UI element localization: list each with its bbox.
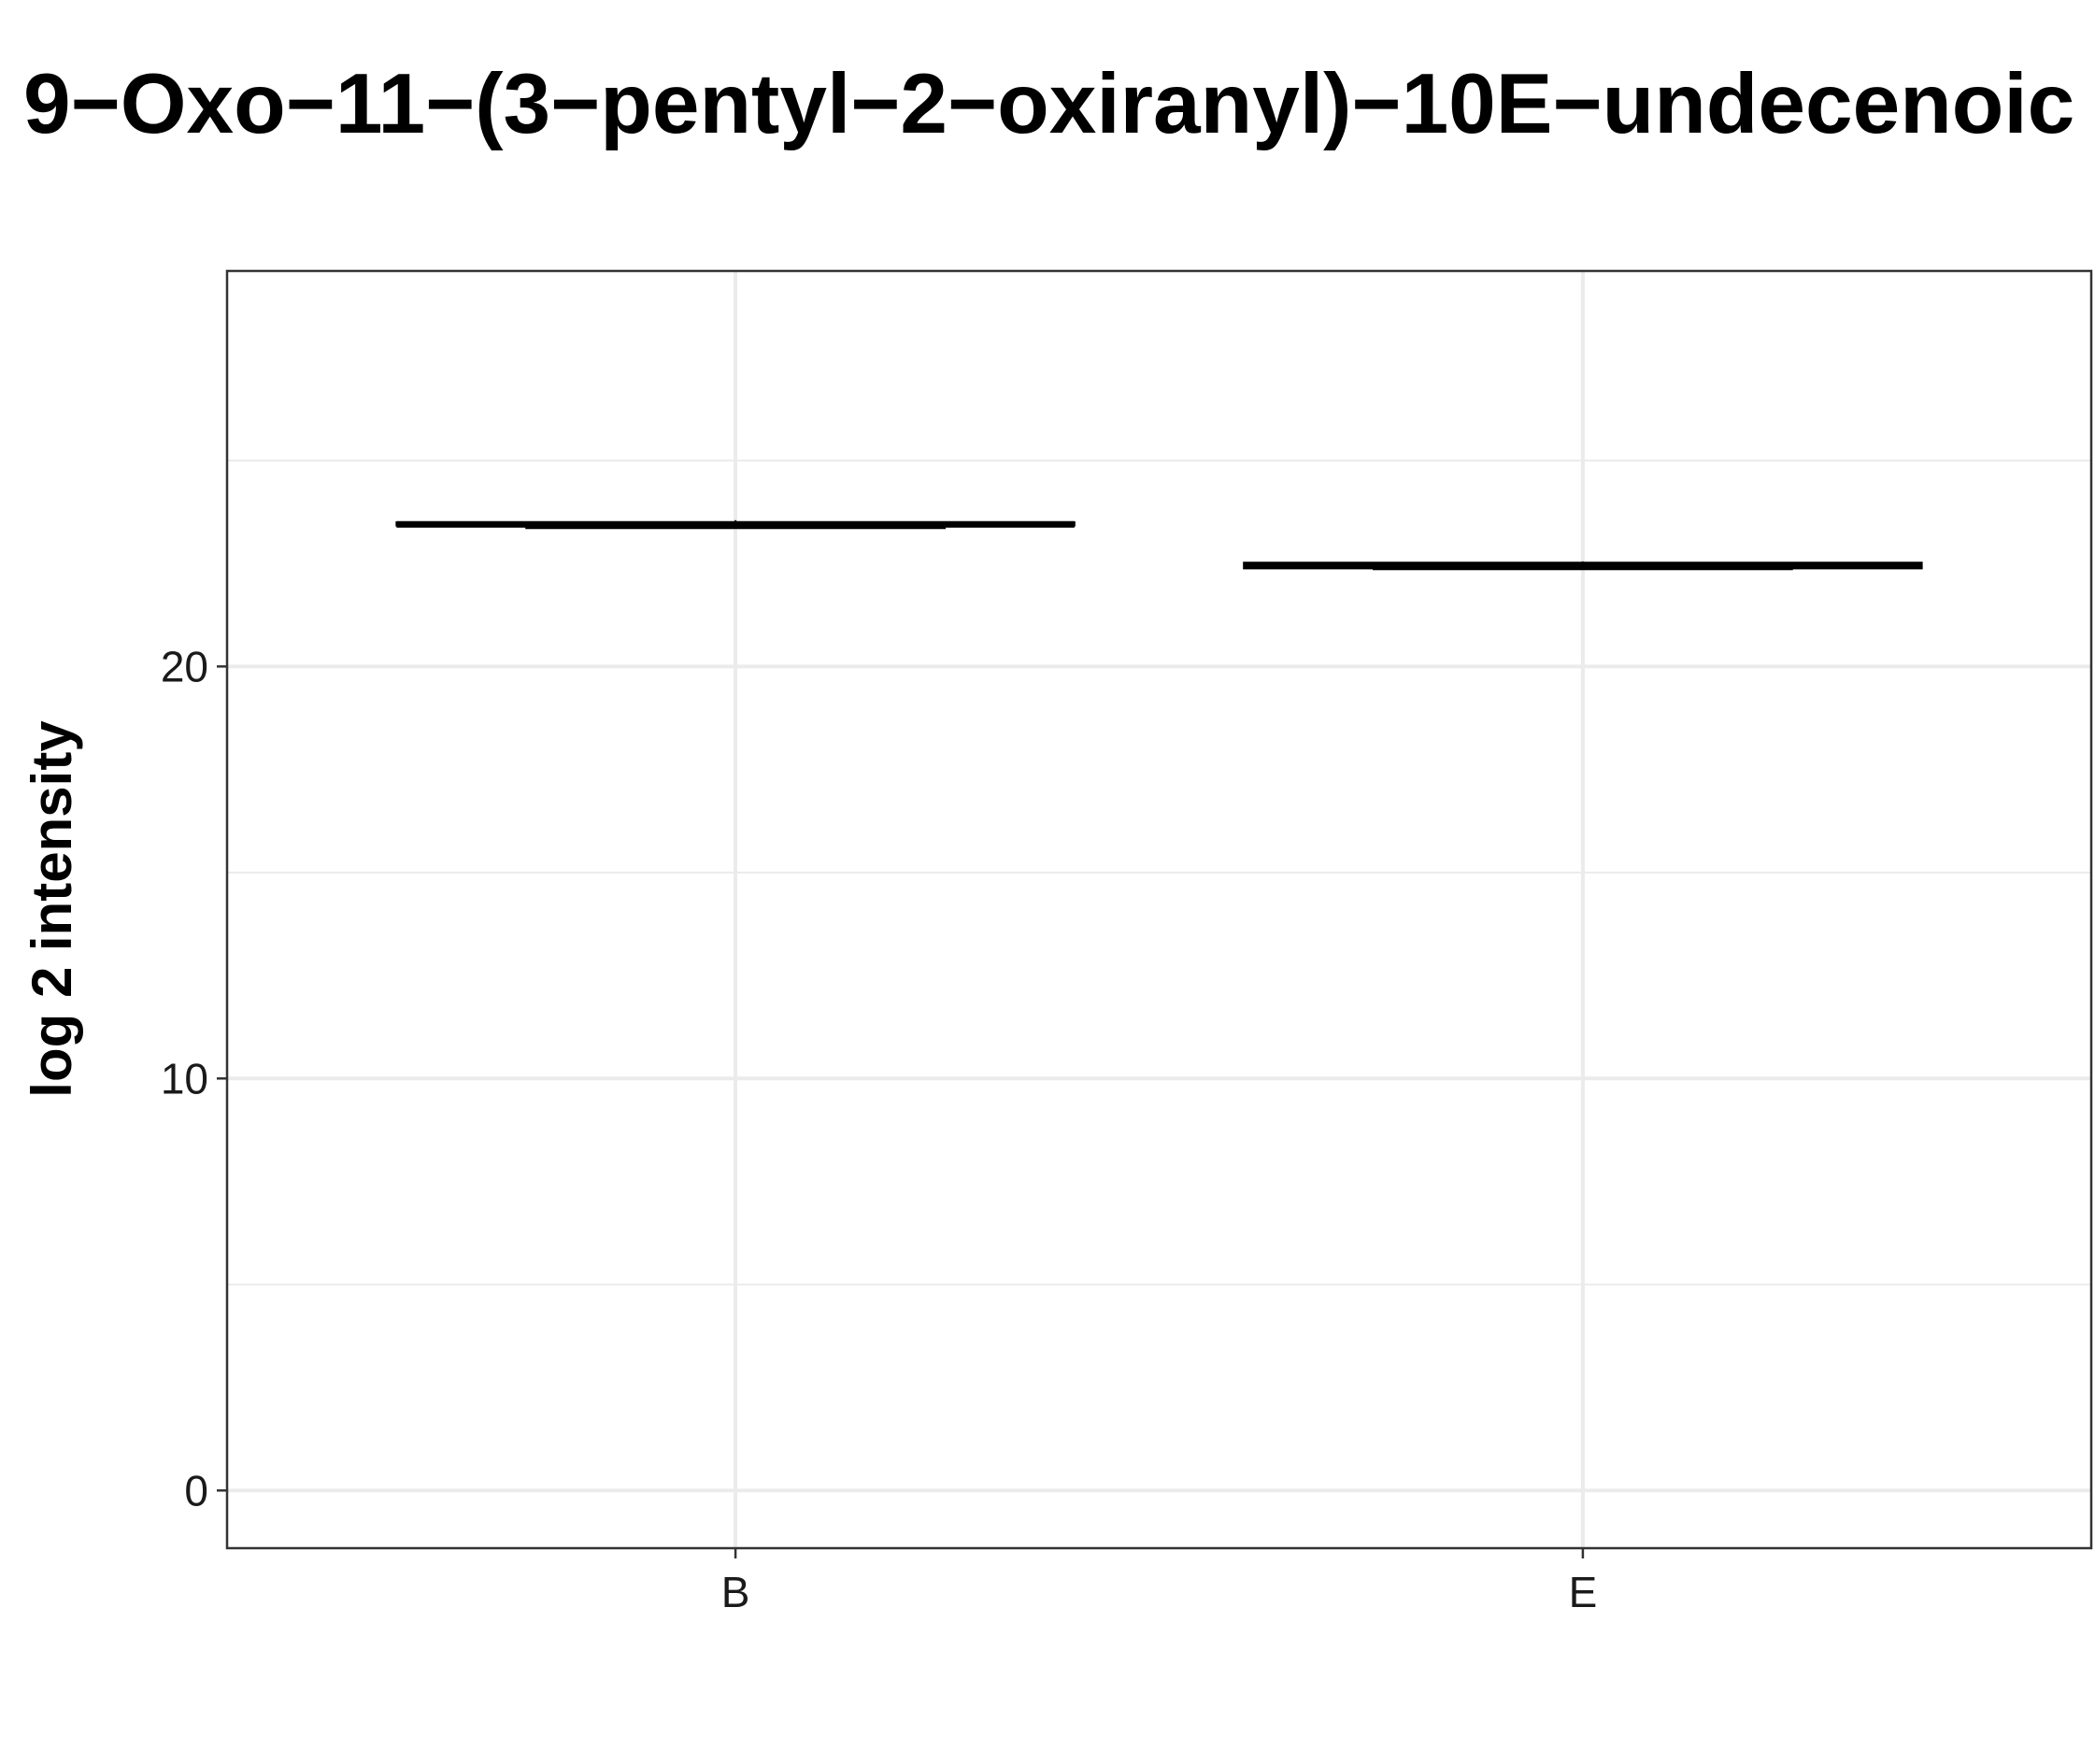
- panel-border: [225, 269, 2093, 1550]
- x-tick-label: E: [1569, 1568, 1598, 1616]
- grid-layer: [227, 271, 2091, 1548]
- axis-layer: 0 10 20 B E: [161, 642, 1597, 1616]
- chart-title: 9−Oxo−11−(3−pentyl−2−oxiranyl)−10E−undec…: [23, 57, 2075, 151]
- y-axis-title: log 2 intensity: [21, 720, 83, 1098]
- box-layer: [395, 519, 1923, 571]
- x-tick-label: B: [721, 1568, 750, 1616]
- y-tick-label: 20: [161, 642, 208, 690]
- y-tick-label: 0: [184, 1466, 208, 1515]
- y-tick-label: 10: [161, 1054, 208, 1102]
